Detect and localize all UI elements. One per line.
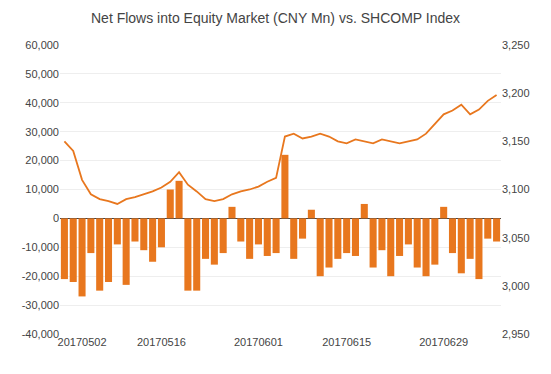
svg-text:20170601: 20170601 <box>234 336 283 348</box>
svg-text:2,950: 2,950 <box>502 328 530 340</box>
svg-text:3,250: 3,250 <box>502 39 530 51</box>
svg-text:20,000: 20,000 <box>25 154 59 166</box>
svg-text:20170502: 20170502 <box>58 336 107 348</box>
svg-text:-10,000: -10,000 <box>22 241 59 253</box>
svg-text:20170615: 20170615 <box>322 336 371 348</box>
svg-text:3,100: 3,100 <box>502 183 530 195</box>
svg-text:3,050: 3,050 <box>502 232 530 244</box>
svg-text:Net Flows into Equity Market (: Net Flows into Equity Market (CNY Mn) vs… <box>91 10 460 26</box>
svg-text:60,000: 60,000 <box>25 39 59 51</box>
svg-text:-40,000: -40,000 <box>22 328 59 340</box>
svg-text:20170629: 20170629 <box>419 336 468 348</box>
svg-text:-20,000: -20,000 <box>22 270 59 282</box>
svg-text:10,000: 10,000 <box>25 183 59 195</box>
svg-text:40,000: 40,000 <box>25 97 59 109</box>
svg-text:20170516: 20170516 <box>137 336 186 348</box>
svg-text:-30,000: -30,000 <box>22 299 59 311</box>
svg-text:3,000: 3,000 <box>502 280 530 292</box>
svg-text:30,000: 30,000 <box>25 126 59 138</box>
svg-text:0: 0 <box>53 212 59 224</box>
svg-text:3,150: 3,150 <box>502 135 530 147</box>
svg-text:3,200: 3,200 <box>502 87 530 99</box>
svg-text:50,000: 50,000 <box>25 68 59 80</box>
